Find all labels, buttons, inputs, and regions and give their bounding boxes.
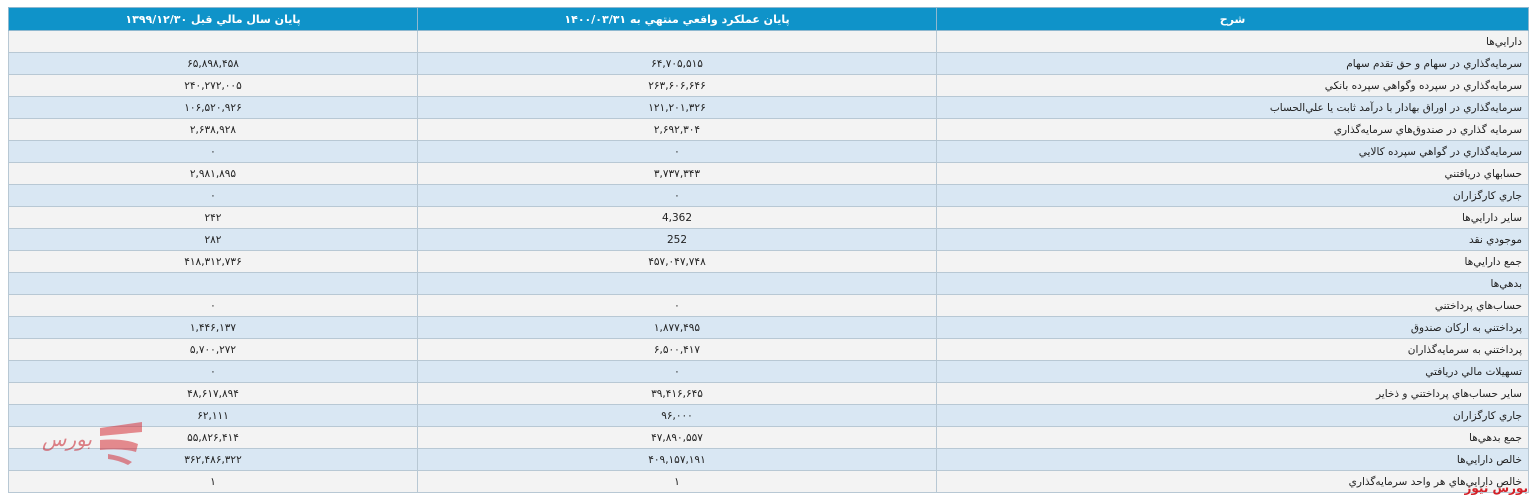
table-row: سرمايه‌گذاري در سپرده وگواهي سپرده بانکي…: [8, 74, 1529, 97]
row-label: سرمايه‌گذاري در اوراق بهادار با درآمد ثا…: [936, 96, 1529, 119]
previous-year-value: ۱,۴۴۶,۱۳۷: [8, 316, 418, 339]
table-row: پرداختني به ارکان صندوق ۱,۸۷۷,۴۹۵ ۱,۴۴۶,۱۳…: [8, 316, 1529, 339]
row-label: سرمايه‌گذاري در سهام و حق تقدم سهام: [936, 52, 1529, 75]
current-period-value: ۹۶,۰۰۰: [417, 404, 937, 427]
previous-year-value: ۲,۶۳۸,۹۲۸: [8, 118, 418, 141]
row-label: تسهيلات مالي دريافتي: [936, 360, 1529, 383]
previous-year-value: ۰: [8, 140, 418, 163]
table-row: جمع دارايي‌ها ۴۵۷,۰۴۷,۷۴۸ ۴۱۸,۳۱۲,۷۳۶: [8, 250, 1529, 273]
table-row: جمع بدهي‌ها ۴۷,۸۹۰,۵۵۷ ۵۵,۸۲۶,۴۱۴: [8, 426, 1529, 449]
financial-table-container: شرح پايان عملکرد واقعي منتهي به ۱۴۰۰/۰۳/…: [8, 7, 1529, 493]
previous-year-value: ۲۸۲: [8, 228, 418, 251]
current-period-value: ۱: [417, 470, 937, 493]
table-row: خالص دارايي‌هاي هر واحد سرمايه‌گذاري ۱ ۱: [8, 470, 1529, 493]
table-row: بدهي‌ها: [8, 272, 1529, 295]
row-label: حساب‌هاي پرداختني: [936, 294, 1529, 317]
current-period-value: ۲۶۳,۶۰۶,۶۴۶: [417, 74, 937, 97]
row-label: موجودي نقد: [936, 228, 1529, 251]
current-period-value: 4,362: [417, 206, 937, 229]
table-row: جاري کارگزاران ۰ ۰: [8, 184, 1529, 207]
current-period-value: ۰: [417, 360, 937, 383]
watermark-text: بورس نیوز: [38, 427, 92, 451]
table-row: خالص دارايي‌ها ۴۰۹,۱۵۷,۱۹۱ ۳۶۲,۴۸۶,۳۲۲: [8, 448, 1529, 471]
previous-year-value: ۳۶۲,۴۸۶,۳۲۲: [8, 448, 418, 471]
table-row: ساير دارايي‌ها 4,362 ۲۴۲: [8, 206, 1529, 229]
row-label: حسابهاي دريافتني: [936, 162, 1529, 185]
table-row: پرداختني به سرمايه‌گذاران ۶,۵۰۰,۴۱۷ ۵,۷۰۰,…: [8, 338, 1529, 361]
table-row: سرمايه‌گذاري در گواهي سپرده کالايي ۰ ۰: [8, 140, 1529, 163]
row-label: خالص دارايي‌ها: [936, 448, 1529, 471]
previous-year-value: ۶۵,۸۹۸,۴۵۸: [8, 52, 418, 75]
row-label: سرمايه‌گذاري در سپرده وگواهي سپرده بانکي: [936, 74, 1529, 97]
current-period-value: ۴۷,۸۹۰,۵۵۷: [417, 426, 937, 449]
previous-year-value: ۵,۷۰۰,۲۷۲: [8, 338, 418, 361]
previous-year-value: [8, 272, 418, 295]
table-row: سرمايه گذاري در صندوق‌هاي سرمايه‌گذاري ۲,…: [8, 118, 1529, 141]
row-label: جاري کارگزاران: [936, 184, 1529, 207]
current-period-value: ۴۰۹,۱۵۷,۱۹۱: [417, 448, 937, 471]
previous-year-value: ۱: [8, 470, 418, 493]
current-period-value: ۰: [417, 294, 937, 317]
current-period-value: ۶,۵۰۰,۴۱۷: [417, 338, 937, 361]
header-description: شرح: [936, 7, 1529, 31]
previous-year-value: ۰: [8, 184, 418, 207]
previous-year-value: ۲,۹۸۱,۸۹۵: [8, 162, 418, 185]
table-row: سرمايه‌گذاري در اوراق بهادار با درآمد ثا…: [8, 96, 1529, 119]
row-label: جمع دارايي‌ها: [936, 250, 1529, 273]
row-label: دارايي‌ها: [936, 30, 1529, 53]
previous-year-value: [8, 30, 418, 53]
footer-brand: بورس نيوز: [1464, 481, 1528, 495]
table-row: حسابهاي دريافتني ۳,۷۳۷,۳۴۳ ۲,۹۸۱,۸۹۵: [8, 162, 1529, 185]
previous-year-value: ۴۸,۶۱۷,۸۹۴: [8, 382, 418, 405]
previous-year-value: ۱۰۶,۵۲۰,۹۲۶: [8, 96, 418, 119]
previous-year-value: ۰: [8, 360, 418, 383]
row-label: خالص دارايي‌هاي هر واحد سرمايه‌گذاري: [936, 470, 1529, 493]
previous-year-value: ۲۴۲: [8, 206, 418, 229]
table-row: جاري کارگزاران ۹۶,۰۰۰ ۶۲,۱۱۱: [8, 404, 1529, 427]
table-row: تسهيلات مالي دريافتي ۰ ۰: [8, 360, 1529, 383]
current-period-value: [417, 30, 937, 53]
row-label: ساير دارايي‌ها: [936, 206, 1529, 229]
row-label: جاري کارگزاران: [936, 404, 1529, 427]
current-period-value: ۱,۸۷۷,۴۹۵: [417, 316, 937, 339]
financial-statement-table: شرح پايان عملکرد واقعي منتهي به ۱۴۰۰/۰۳/…: [8, 7, 1529, 493]
table-header-row: شرح پايان عملکرد واقعي منتهي به ۱۴۰۰/۰۳/…: [8, 7, 1529, 31]
current-period-value: ۴۵۷,۰۴۷,۷۴۸: [417, 250, 937, 273]
current-period-value: [417, 272, 937, 295]
table-row: موجودي نقد 252 ۲۸۲: [8, 228, 1529, 251]
current-period-value: ۳,۷۳۷,۳۴۳: [417, 162, 937, 185]
previous-year-value: ۴۱۸,۳۱۲,۷۳۶: [8, 250, 418, 273]
row-label: جمع بدهي‌ها: [936, 426, 1529, 449]
row-label: بدهي‌ها: [936, 272, 1529, 295]
current-period-value: ۱۲۱,۲۰۱,۳۲۶: [417, 96, 937, 119]
current-period-value: 252: [417, 228, 937, 251]
table-body: دارايي‌ها سرمايه‌گذاري در سهام و حق تقدم …: [8, 30, 1529, 493]
row-label: سرمايه‌گذاري در گواهي سپرده کالايي: [936, 140, 1529, 163]
current-period-value: ۰: [417, 140, 937, 163]
table-row: دارايي‌ها: [8, 30, 1529, 53]
row-label: پرداختني به ارکان صندوق: [936, 316, 1529, 339]
current-period-value: ۰: [417, 184, 937, 207]
previous-year-value: ۲۴۰,۲۷۲,۰۰۵: [8, 74, 418, 97]
table-row: سرمايه‌گذاري در سهام و حق تقدم سهام ۶۴,۷۰…: [8, 52, 1529, 75]
table-row: حساب‌هاي پرداختني ۰ ۰: [8, 294, 1529, 317]
current-period-value: ۶۴,۷۰۵,۵۱۵: [417, 52, 937, 75]
row-label: ساير حساب‌هاي پرداختني و ذخاير: [936, 382, 1529, 405]
previous-year-value: ۰: [8, 294, 418, 317]
current-period-value: ۳۹,۴۱۶,۶۴۵: [417, 382, 937, 405]
row-label: سرمايه گذاري در صندوق‌هاي سرمايه‌گذاري: [936, 118, 1529, 141]
current-period-value: ۲,۶۹۲,۳۰۴: [417, 118, 937, 141]
table-row: ساير حساب‌هاي پرداختني و ذخاير ۳۹,۴۱۶,۶۴۵…: [8, 382, 1529, 405]
bourse-news-watermark-logo: بورس نیوز: [38, 422, 142, 465]
header-previous-year: پايان سال مالي قبل ۱۳۹۹/۱۲/۳۰: [8, 7, 418, 31]
row-label: پرداختني به سرمايه‌گذاران: [936, 338, 1529, 361]
previous-year-value: ۶۲,۱۱۱: [8, 404, 418, 427]
header-current-period: پايان عملکرد واقعي منتهي به ۱۴۰۰/۰۳/۳۱: [417, 7, 937, 31]
